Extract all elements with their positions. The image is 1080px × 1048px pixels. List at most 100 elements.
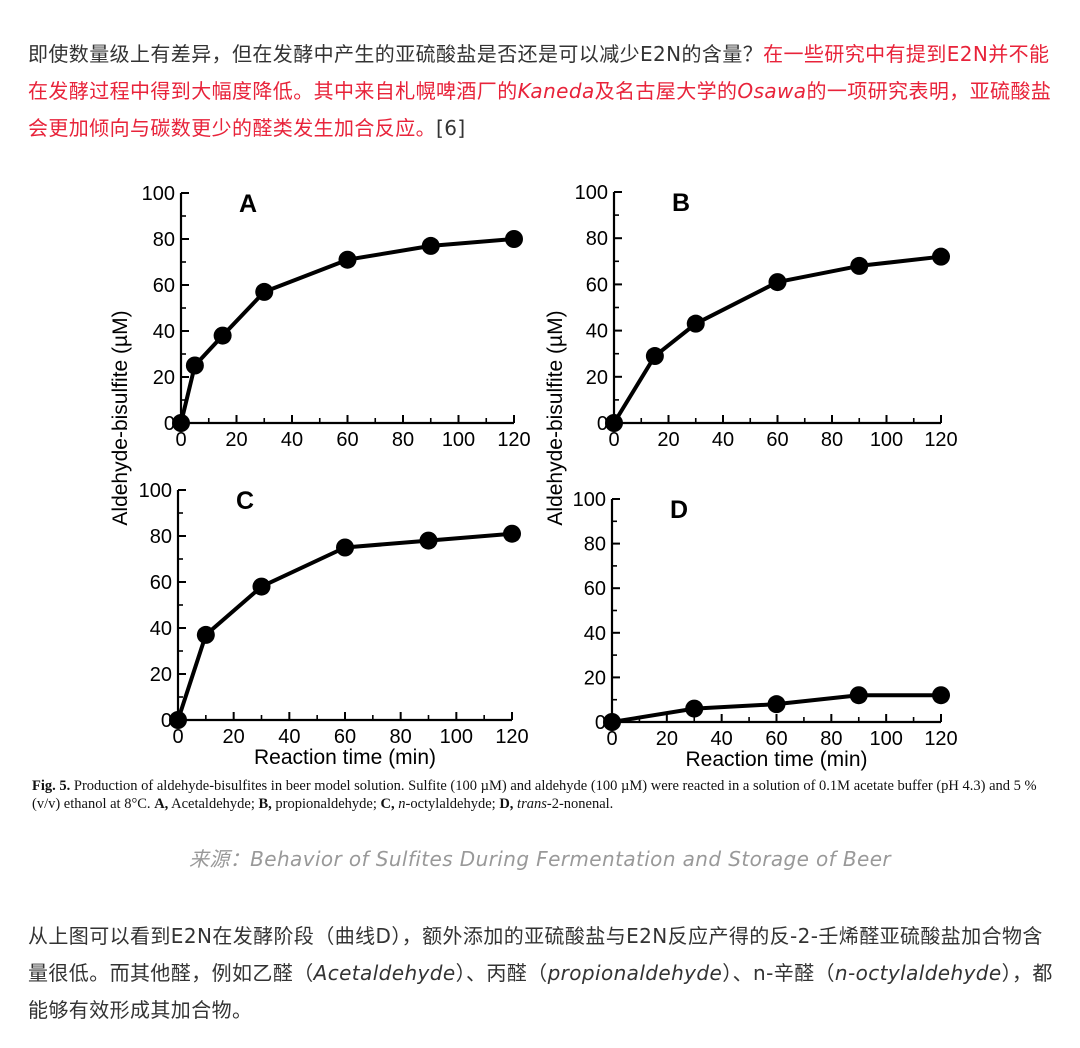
panel-b-xtick-label: 80 <box>821 429 843 451</box>
panel-b-data-point <box>645 347 664 366</box>
panel-b-xtick-label: 40 <box>712 429 734 451</box>
intro-author-osawa: Osawa <box>737 79 807 103</box>
intro-author-kaneda: Kaneda <box>517 79 595 103</box>
panel-c-data-point <box>169 711 187 729</box>
panel-c-ytick-label: 40 <box>150 618 172 640</box>
caption-a-text: Acetaldehyde; <box>168 796 259 812</box>
panel-b-ytick-label: 100 <box>575 182 608 204</box>
panel-d-x-axis-label: Reaction time (min) <box>685 748 867 771</box>
panel-c-data-point <box>419 531 438 550</box>
panel-d-label: D <box>670 496 688 524</box>
intro-highlight-1: 在一些研究中有提到E2N并不能在发酵过程中得到大幅度降低。其中来自札幌啤酒厂的 <box>28 42 1050 103</box>
panel-a-xtick-label: 60 <box>336 429 358 451</box>
panel-b-data-point <box>605 414 623 432</box>
panel-c-xtick-label: 40 <box>278 726 300 748</box>
panel-c-data-point <box>336 538 354 557</box>
panel-a-data-point <box>172 414 190 432</box>
panel-c-ytick-label: 0 <box>161 710 172 732</box>
caption-a-label: A, <box>154 796 169 812</box>
panel-a-data-point <box>421 236 440 255</box>
conclusion-octylaldehyde: n-octylaldehyde <box>834 961 1002 985</box>
panel-c-xtick-label: 60 <box>334 726 356 748</box>
panel-c-ytick-label: 100 <box>139 480 172 502</box>
panel-d-data-point <box>932 686 950 705</box>
caption-fig-label: Fig. 5. <box>32 778 71 794</box>
panel-d-ytick-label: 20 <box>584 667 606 689</box>
caption-c-italic: n <box>394 796 406 812</box>
caption-b-label: B, <box>258 796 272 812</box>
panel-d-ytick-label: 0 <box>595 712 606 734</box>
panel-d-xtick-label: 40 <box>711 728 733 750</box>
panel-c-data-point <box>196 625 215 644</box>
caption-c-label: C, <box>380 796 395 812</box>
panel-b-xtick-label: 60 <box>766 429 788 451</box>
left-y-axis-label: Aldehyde-bisulfite (µM) <box>109 310 132 525</box>
panel-b-ytick-label: 0 <box>597 413 608 435</box>
panel-d-xtick-label: 0 <box>606 728 617 750</box>
panel-b-ytick-label: 60 <box>586 274 608 296</box>
panel-d-data-point <box>685 699 704 718</box>
panel-d-ytick-label: 80 <box>584 534 606 556</box>
conclusion-text-1: 从上图可以看到E2N在发酵阶段（曲线D），额外添加的亚硫酸盐与E2N反应产得的反… <box>28 924 1043 985</box>
panel-c-xtick-label: 120 <box>495 726 528 748</box>
panel-d-xtick-label: 80 <box>820 728 842 750</box>
panel-b-data-point <box>932 247 950 266</box>
panel-a-xtick-label: 100 <box>442 429 475 451</box>
panel-a-ytick-label: 60 <box>153 275 175 297</box>
panel-a-data-point <box>505 230 523 248</box>
panel-c-ytick-label: 20 <box>150 664 172 686</box>
panel-d-xtick-label: 20 <box>656 728 678 750</box>
conclusion-propionaldehyde: propionaldehyde <box>547 961 723 985</box>
panel-b-label: B <box>672 189 690 217</box>
figure-panels: 0 20 40 60 80 100 0 20 40 60 80 100 120 A 0 20 40 60 80 100… <box>109 182 958 771</box>
caption-d-italic: trans <box>513 796 547 812</box>
intro-reference: [6] <box>436 116 466 140</box>
caption-text: Production of aldehyde-bisulfites in bee… <box>32 778 1037 812</box>
caption-d-text: -2-nonenal. <box>546 796 614 812</box>
panel-c-x-axis-label: Reaction time (min) <box>254 746 436 769</box>
panel-a-ytick-label: 20 <box>153 367 175 389</box>
right-y-axis-label: Aldehyde-bisulfite (µM) <box>544 310 567 525</box>
caption-b-text: propionaldehyde; <box>271 796 381 812</box>
intro-plain-text: 即使数量级上有差异，但在发酵中产生的亚硫酸盐是否还是可以减少E2N的含量？ <box>28 42 764 66</box>
conclusion-acetaldehyde: Acetaldehyde <box>313 961 456 985</box>
panel-a-ytick-label: 80 <box>153 229 175 251</box>
conclusion-text-2: ）、丙醛（ <box>455 961 548 985</box>
panel-c-ytick-label: 80 <box>150 526 172 548</box>
caption-d-label: D, <box>499 796 514 812</box>
panel-d-data-point <box>849 686 868 705</box>
intro-highlight-3: 的一项研究表明，亚硫酸盐会更加倾向与碳数更少的醛类发生加合反应。 <box>28 79 1052 140</box>
panel-c-xtick-label: 100 <box>440 726 473 748</box>
panel-b-ytick-label: 80 <box>586 228 608 250</box>
figure-caption: Fig. 5. Production of aldehyde-bisulfite… <box>32 777 1062 813</box>
panel-a-ytick-label: 100 <box>142 183 175 205</box>
panel-a-label: A <box>239 190 257 218</box>
panel-c-xtick-label: 0 <box>172 726 183 748</box>
panel-a-xtick-label: 0 <box>175 429 186 451</box>
panel-b-xtick-label: 120 <box>924 429 957 451</box>
panel-b-xtick-label: 0 <box>608 429 619 451</box>
panel-d-data-point <box>603 713 621 731</box>
panel-b-ytick-label: 40 <box>586 321 608 343</box>
panel-b-series-line <box>612 254 942 425</box>
panel-a-xtick-label: 120 <box>497 429 530 451</box>
panel-c-data-point <box>252 577 271 596</box>
panel-d-xtick-label: 120 <box>924 728 957 750</box>
panel-c-xtick-label: 20 <box>223 726 245 748</box>
panel-a-data-point <box>255 282 274 301</box>
panel-c-ytick-label: 60 <box>150 572 172 594</box>
panel-c-series-line <box>176 531 513 721</box>
panel-a-data-point <box>185 356 204 375</box>
panel-a-ytick-label: 40 <box>153 321 175 343</box>
conclusion-paragraph: 从上图可以看到E2N在发酵阶段（曲线D），额外添加的亚硫酸盐与E2N反应产得的反… <box>28 918 1053 1029</box>
caption-c-text: -octylaldehyde; <box>405 796 500 812</box>
panel-c-xtick-label: 80 <box>390 726 412 748</box>
panel-d-xtick-label: 100 <box>869 728 902 750</box>
panel-a-data-point <box>213 326 232 345</box>
panel-b-data-point <box>850 256 869 275</box>
intro-highlight-2: 及名古屋大学的 <box>594 79 738 103</box>
panel-d-data-point <box>767 695 786 714</box>
conclusion-text-3: ）、n-辛醛（ <box>722 961 835 985</box>
panel-a-xtick-label: 80 <box>392 429 414 451</box>
panel-d-xtick-label: 60 <box>765 728 787 750</box>
